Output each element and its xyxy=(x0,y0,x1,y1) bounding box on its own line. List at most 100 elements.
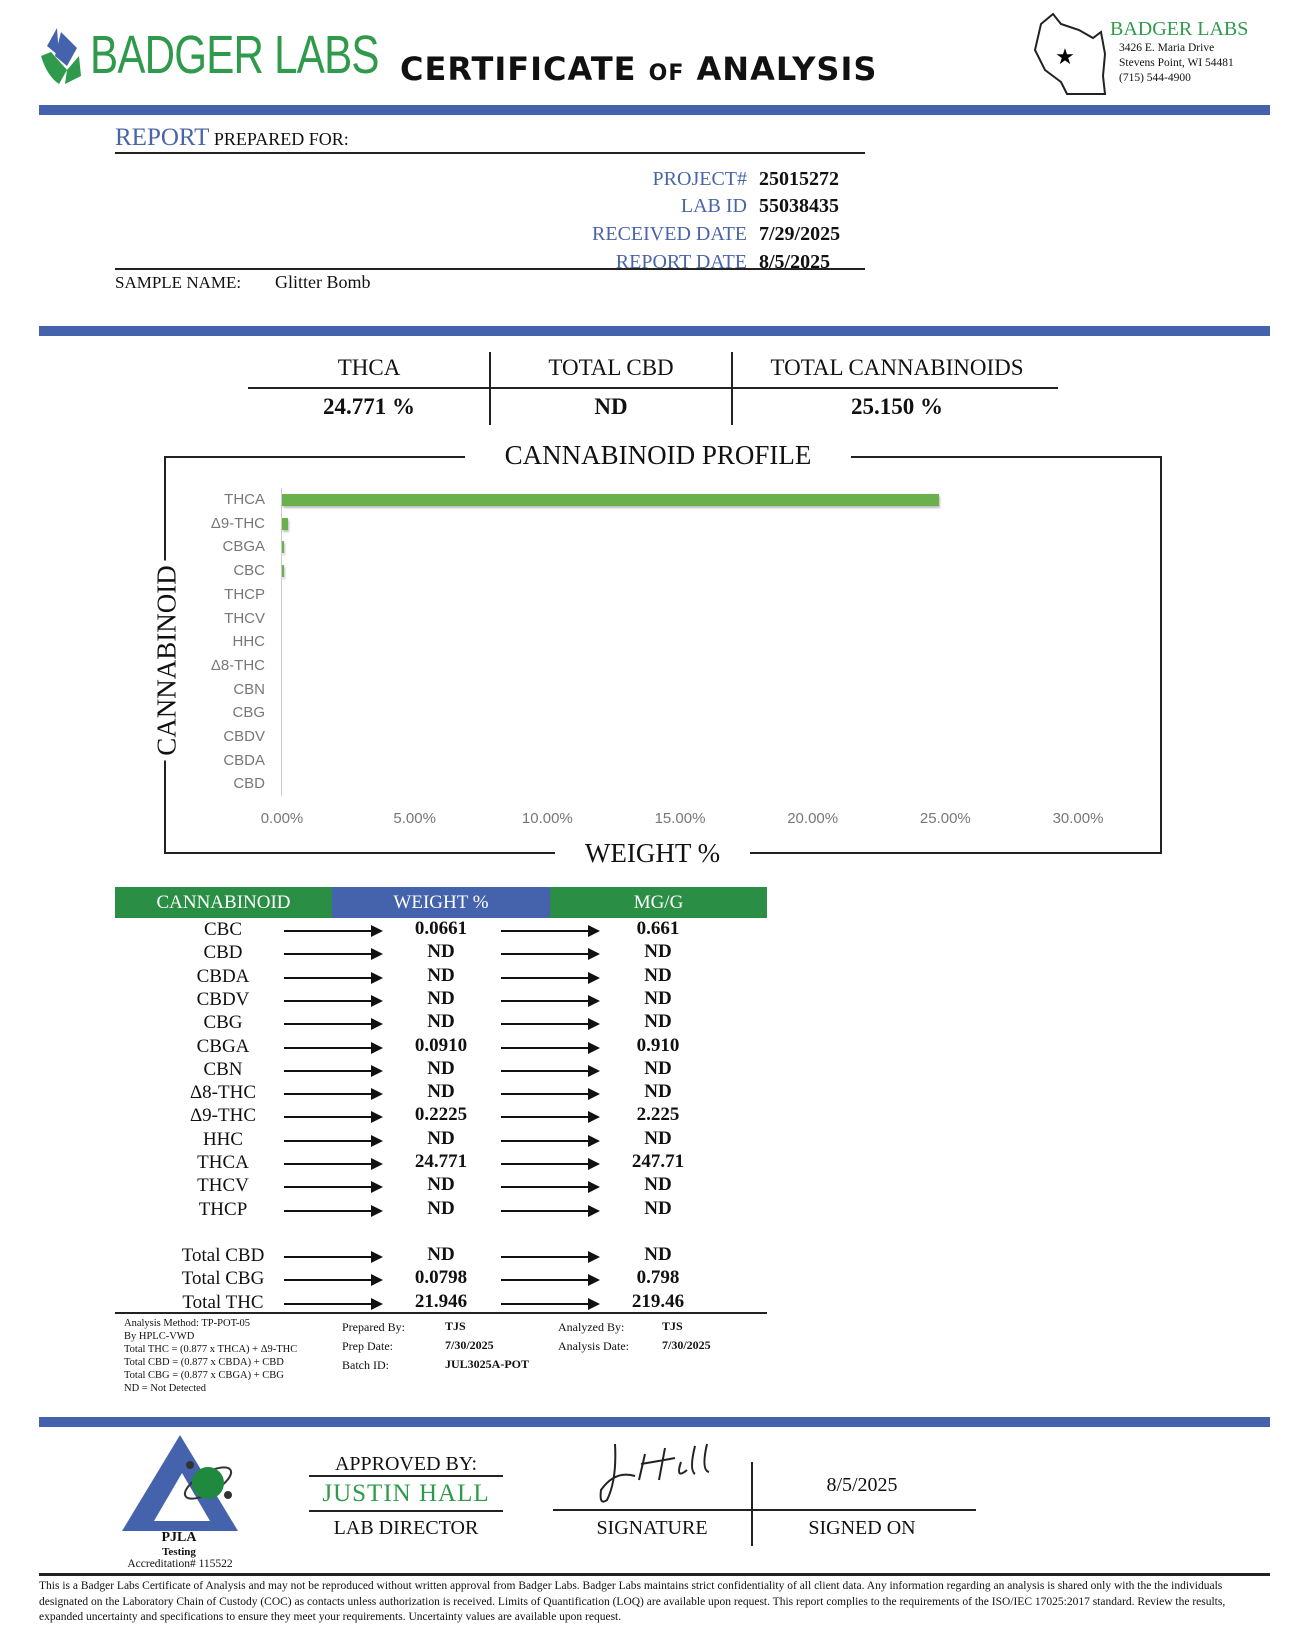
chart-category-label: HHC xyxy=(232,633,266,651)
table-row-weight: ND xyxy=(427,987,455,1009)
chart-ylabel: CANNABINOID xyxy=(151,560,183,761)
col-header-cannabinoid: CANNABINOID xyxy=(115,887,332,918)
arrow-icon xyxy=(501,971,600,984)
summary-label-thca: THCA xyxy=(337,355,401,380)
divider xyxy=(731,352,733,425)
table-row-mgg: ND xyxy=(644,987,672,1009)
table-row-weight: 0.2225 xyxy=(414,1104,468,1126)
address-block: 3426 E. Maria Drive Stevens Point, WI 544… xyxy=(1119,42,1234,84)
chart-category-label: THCP xyxy=(224,585,265,603)
total-row-name: Total CBD xyxy=(181,1245,265,1266)
field-value: 8/5/2025 xyxy=(759,251,831,273)
chart-category-label: THCA xyxy=(224,491,265,508)
table-row-weight: ND xyxy=(427,1057,455,1079)
divider xyxy=(553,1509,976,1511)
summary-label-total: TOTAL CANNABINOIDS xyxy=(770,355,1024,380)
table-row-name: CBDV xyxy=(196,988,250,1010)
report-heading: REPORT PREPARED FOR: xyxy=(115,124,349,151)
total-row-mgg: 219.46 xyxy=(631,1290,685,1312)
divider xyxy=(115,268,865,270)
total-row-weight: 0.0798 xyxy=(414,1267,468,1289)
arrow-icon xyxy=(501,1274,600,1287)
arrow-icon xyxy=(284,1111,383,1124)
table-row-name: CBG xyxy=(203,1012,243,1034)
chart-category-label: CBC xyxy=(233,562,265,580)
analysis-labels: Analyzed By: Analysis Date: xyxy=(558,1320,629,1353)
pjla-testing: Testing xyxy=(162,1546,196,1558)
prep-values: TJS 7/30/2025 JUL3025A-POT xyxy=(445,1319,529,1371)
chart-bar-CBC xyxy=(282,565,284,578)
arrow-icon xyxy=(284,1297,383,1310)
chart-x-tick: 15.00% xyxy=(654,810,706,827)
arrow-icon xyxy=(501,1204,600,1217)
table-row-mgg: 247.71 xyxy=(631,1151,685,1172)
chart-bar-THCA xyxy=(282,494,940,506)
table-row-mgg: ND xyxy=(644,964,672,986)
table-row-weight: ND xyxy=(427,1081,455,1103)
table-row-weight: ND xyxy=(427,1127,455,1149)
divider xyxy=(115,1312,767,1314)
arrow-icon xyxy=(501,1181,600,1194)
table-row-weight: ND xyxy=(427,941,455,963)
brand-logo-text: BADGER LABS xyxy=(90,25,379,85)
table-row-weight: 24.771 xyxy=(414,1151,468,1172)
chart-frame xyxy=(164,456,1162,854)
chart-category-label: CBN xyxy=(233,680,265,698)
arrow-icon xyxy=(284,1181,383,1194)
chart-x-tick: 5.00% xyxy=(393,810,436,827)
arrow-icon xyxy=(284,1064,383,1077)
arrow-icon xyxy=(501,1064,600,1077)
table-row-name: CBGA xyxy=(196,1035,250,1057)
signature-image xyxy=(599,1443,710,1503)
divider xyxy=(115,152,865,154)
divider xyxy=(39,1573,1270,1576)
badger-leaf-logo-icon xyxy=(41,28,81,84)
signed-on-date: 8/5/2025 xyxy=(826,1474,898,1496)
chart-title: CANNABINOID PROFILE xyxy=(465,440,851,471)
table-row-name: CBDA xyxy=(196,965,250,987)
chart-x-tick: 30.00% xyxy=(1052,810,1104,827)
chart-x-tick: 25.00% xyxy=(919,810,971,827)
table-row-mgg: ND xyxy=(644,1011,672,1033)
arrow-icon xyxy=(501,1134,600,1147)
col-header-mgg: MG/G xyxy=(550,887,767,918)
table-row-mgg: 2.225 xyxy=(636,1104,680,1126)
header-divider xyxy=(39,105,1270,115)
chart-category-label: Δ9-THC xyxy=(210,514,265,532)
table-row-weight: 0.0661 xyxy=(414,918,468,939)
table-row-mgg: ND xyxy=(644,941,672,963)
table-row-mgg: 0.910 xyxy=(636,1034,680,1056)
chart-bar-Δ9-THC xyxy=(282,517,288,530)
table-row-name: Δ9-THC xyxy=(189,1105,257,1127)
svg-text:★: ★ xyxy=(1055,44,1075,69)
chart-y-axis xyxy=(281,488,282,796)
sample-name-label: SAMPLE NAME: xyxy=(115,273,242,292)
total-row-mgg: 0.798 xyxy=(636,1267,680,1289)
summary-value-thca: 24.771 % xyxy=(323,394,415,419)
arrow-icon xyxy=(501,1111,600,1124)
total-row-name: Total THC xyxy=(182,1291,264,1313)
table-row-name: Δ8-THC xyxy=(189,1082,257,1104)
field-label: PROJECT# xyxy=(652,168,747,190)
table-row-weight: ND xyxy=(427,1011,455,1033)
pjla-logo-icon xyxy=(122,1435,238,1531)
signed-on-label: SIGNED ON xyxy=(808,1517,916,1539)
arrow-icon xyxy=(284,1041,383,1054)
field-value: 55038435 xyxy=(759,195,839,217)
field-label: REPORT DATE xyxy=(615,251,747,273)
approved-by-label: APPROVED BY: xyxy=(334,1453,478,1475)
table-row-mgg: ND xyxy=(644,1174,672,1196)
arrow-icon xyxy=(501,994,600,1007)
table-row-name: CBN xyxy=(203,1058,243,1080)
approver-name: JUSTIN HALL xyxy=(322,1480,490,1507)
total-row-name: Total CBG xyxy=(181,1268,265,1290)
sample-name-value: Glitter Bomb xyxy=(275,272,371,292)
chart-category-label: CBG xyxy=(232,704,265,722)
table-row-mgg: ND xyxy=(644,1127,672,1149)
chart-x-tick: 0.00% xyxy=(260,810,304,827)
arrow-icon xyxy=(284,1134,383,1147)
method-notes: Analysis Method: TP-POT-05 By HPLC-VWD Tot… xyxy=(124,1318,298,1394)
table-row-name: THCA xyxy=(197,1152,249,1173)
arrow-icon xyxy=(284,948,383,961)
arrow-icon xyxy=(501,1158,600,1170)
